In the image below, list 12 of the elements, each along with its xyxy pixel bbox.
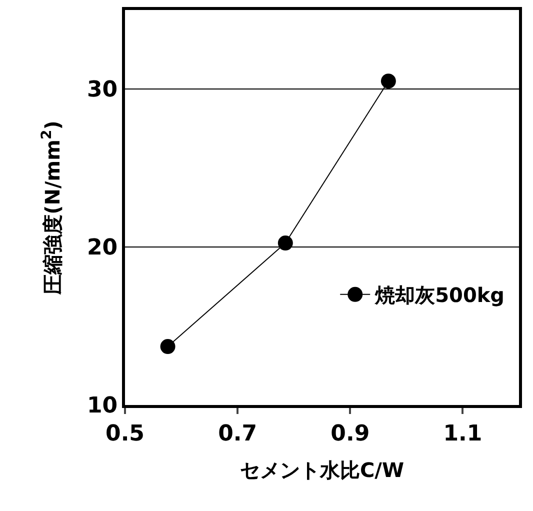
y-tick-label: 10 — [86, 394, 118, 419]
y-tick-label: 20 — [86, 236, 118, 261]
x-tick-label: 0.9 — [330, 421, 370, 446]
x-axis-title: セメント水比C/W — [240, 458, 404, 482]
point — [278, 236, 293, 251]
x-tick-label: 1.1 — [443, 421, 482, 446]
point — [160, 339, 176, 354]
point — [380, 74, 396, 89]
x-tick-label: 0.5 — [106, 421, 144, 446]
y-tick-label: 30 — [86, 78, 118, 103]
x-tick-label: 0.7 — [218, 421, 258, 446]
legend-label: 焼却灰500kg — [374, 283, 504, 308]
